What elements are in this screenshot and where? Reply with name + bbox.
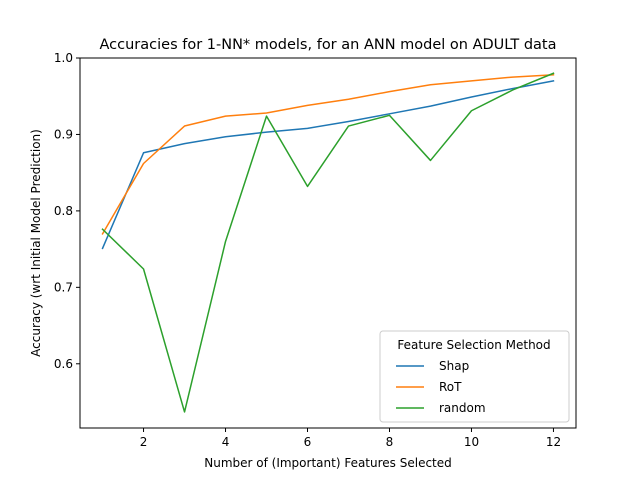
legend-title: Feature Selection Method xyxy=(397,338,550,352)
series-layer xyxy=(101,72,555,413)
legend-entries: Shap RoT random xyxy=(396,359,486,415)
x-tick-label: 6 xyxy=(304,435,312,449)
legend: Feature Selection Method Shap RoT random xyxy=(379,330,570,423)
x-tick-label: 8 xyxy=(386,435,394,449)
x-tick-label: 2 xyxy=(140,435,148,449)
legend-label-shap: Shap xyxy=(439,359,469,373)
y-tick-label: 0.8 xyxy=(54,204,73,218)
chart-title: Accuracies for 1-NN* models, for an ANN … xyxy=(100,37,557,53)
x-tick-label: 10 xyxy=(464,435,479,449)
y-tick-label: 0.7 xyxy=(54,280,73,294)
x-tick-label: 4 xyxy=(222,435,230,449)
series-line-shap xyxy=(101,80,555,250)
y-axis-label: Accuracy (wrt Initial Model Prediction) xyxy=(29,129,43,357)
legend-label-random: random xyxy=(439,401,486,415)
axes-frame xyxy=(79,57,577,429)
legend-label-rot: RoT xyxy=(439,380,462,394)
series-line-random xyxy=(101,72,555,413)
tick-layer: 2 4 6 8 10 12 0.6 0.7 0.8 0.9 1.0 xyxy=(54,51,561,449)
x-axis-label: Number of (Important) Features Selected xyxy=(204,456,452,470)
y-tick-label: 0.6 xyxy=(54,357,73,371)
y-tick-label: 0.9 xyxy=(54,127,73,141)
legend-box xyxy=(379,330,570,423)
y-tick-label: 1.0 xyxy=(54,51,73,65)
series-line-rot xyxy=(101,74,555,235)
x-tick-label: 12 xyxy=(546,435,561,449)
